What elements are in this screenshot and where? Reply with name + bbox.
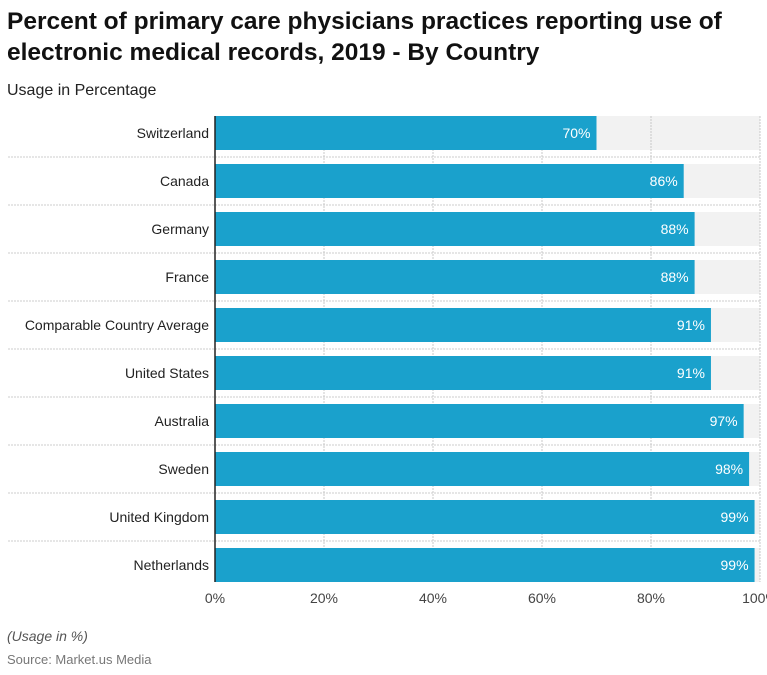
category-label: Comparable Country Average [25, 317, 209, 333]
data-label: 86% [650, 173, 678, 189]
bar [215, 164, 684, 198]
bar [215, 500, 755, 534]
category-label: Australia [155, 413, 210, 429]
x-tick-label: 0% [205, 590, 225, 606]
data-label: 99% [721, 557, 749, 573]
x-tick-label: 100% [742, 590, 767, 606]
data-label: 98% [715, 461, 743, 477]
bar [215, 116, 597, 150]
data-label: 70% [562, 125, 590, 141]
category-label: France [165, 269, 209, 285]
x-tick-label: 80% [637, 590, 665, 606]
chart-subtitle: Usage in Percentage [7, 82, 157, 99]
unit-note: (Usage in %) [7, 628, 88, 644]
bar [215, 452, 750, 486]
x-tick-label: 60% [528, 590, 556, 606]
bar [215, 356, 711, 390]
category-label: Netherlands [134, 557, 210, 573]
bar [215, 308, 711, 342]
category-label: United Kingdom [109, 509, 209, 525]
category-label: United States [125, 365, 209, 381]
x-tick-label: 20% [310, 590, 338, 606]
data-label: 91% [677, 365, 705, 381]
category-label: Canada [160, 173, 209, 189]
data-label: 88% [661, 269, 689, 285]
bar [215, 212, 695, 246]
bar [215, 260, 695, 294]
source-text: Source: Market.us Media [7, 652, 152, 667]
category-label: Germany [151, 221, 209, 237]
chart-title: Percent of primary care physicians pract… [7, 8, 722, 66]
bar [215, 548, 755, 582]
data-label: 97% [710, 413, 738, 429]
data-label: 99% [721, 509, 749, 525]
x-tick-label: 40% [419, 590, 447, 606]
data-label: 88% [661, 221, 689, 237]
bar [215, 404, 744, 438]
data-label: 91% [677, 317, 705, 333]
category-label: Switzerland [137, 125, 209, 141]
category-label: Sweden [158, 461, 209, 477]
